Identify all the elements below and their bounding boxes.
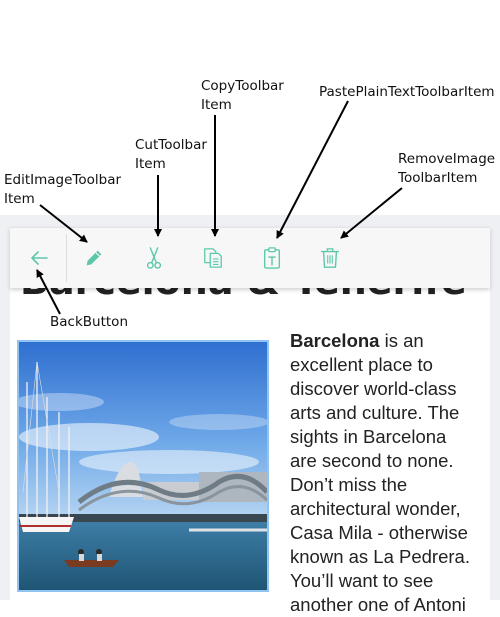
paste-plain-text-button[interactable]	[248, 228, 296, 288]
selected-image[interactable]	[17, 340, 269, 592]
pencil-icon	[86, 250, 102, 266]
scissors-icon	[146, 247, 162, 269]
paragraph-line: Casa Mila - otherwise	[290, 522, 468, 543]
paragraph-line: excellent place to	[290, 354, 433, 375]
annotation-copy-toolbar-item: CopyToolbar Item	[201, 78, 284, 113]
paragraph-line: arts and culture. The	[290, 402, 460, 423]
annotation-cut-toolbar-item: CutToolbar Item	[135, 137, 207, 172]
paragraph-line: known as La Pedrera.	[290, 546, 470, 567]
trash-icon	[321, 248, 339, 268]
remove-image-button[interactable]	[306, 228, 354, 288]
image-toolbar	[10, 227, 490, 288]
clipboard-icon	[263, 247, 281, 269]
cut-button[interactable]	[130, 228, 178, 288]
paragraph-line: another one of Antoni	[290, 594, 466, 615]
annotation-back-button: BackButton	[50, 314, 128, 330]
paragraph-line: architectural wonder,	[290, 498, 461, 519]
annotation-remove-image-toolbar-item: RemoveImage ToolbarItem	[398, 151, 496, 186]
document-paragraph[interactable]: Barcelona is an excellent place to disco…	[290, 329, 490, 617]
copy-icon	[204, 248, 222, 268]
paragraph-line: Don’t miss the	[290, 474, 408, 495]
back-button[interactable]	[15, 228, 63, 288]
toolbar-divider	[66, 234, 67, 282]
barcelona-harbour-photo	[19, 342, 267, 590]
arrow-left-icon	[31, 251, 48, 265]
paragraph-line: are second to none.	[290, 450, 454, 471]
paragraph-bold-word: Barcelona	[290, 330, 380, 351]
copy-button[interactable]	[189, 228, 237, 288]
edit-image-button[interactable]	[70, 228, 118, 288]
paragraph-line: is an	[379, 330, 424, 351]
paragraph-line: discover world-class	[290, 378, 457, 399]
annotation-edit-image-toolbar-item: EditImageToolbar Item	[4, 172, 122, 207]
paragraph-line: You’ll want to see	[290, 570, 434, 591]
annotation-paste-plain-text-toolbar-item: PastePlainTextToolbarItem	[319, 84, 495, 100]
paragraph-line: sights in Barcelona	[290, 426, 447, 447]
